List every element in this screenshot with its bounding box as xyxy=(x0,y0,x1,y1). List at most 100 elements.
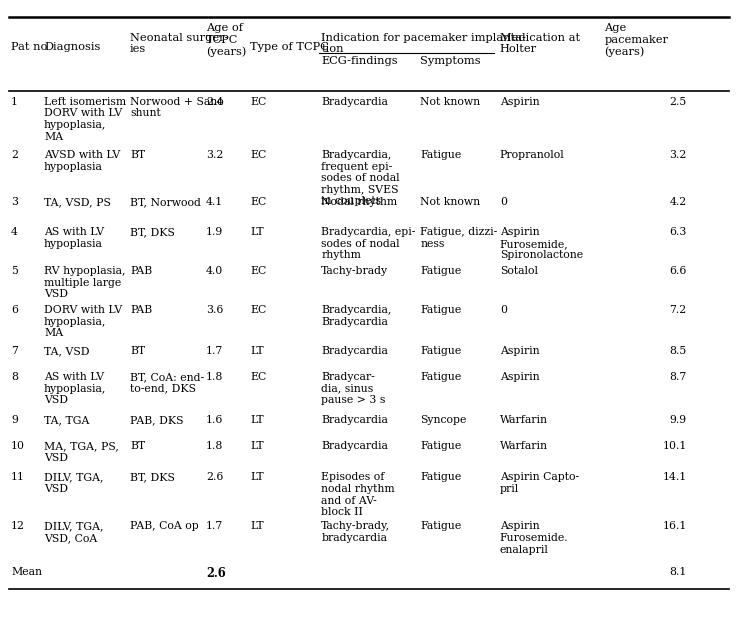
Text: BT: BT xyxy=(130,441,145,451)
Text: Bradycardia, epi-
sodes of nodal
rhythm: Bradycardia, epi- sodes of nodal rhythm xyxy=(321,227,415,260)
Text: PAB, CoA op: PAB, CoA op xyxy=(130,522,199,531)
Text: DORV with LV
hypoplasia,
MA: DORV with LV hypoplasia, MA xyxy=(44,305,123,338)
Text: 1.9: 1.9 xyxy=(206,227,223,237)
Text: 6.6: 6.6 xyxy=(669,266,686,276)
Text: Aspirin Capto-
pril: Aspirin Capto- pril xyxy=(500,472,579,494)
Text: 8.7: 8.7 xyxy=(669,372,686,382)
Text: Episodes of
nodal rhythm
and of AV-
block II: Episodes of nodal rhythm and of AV- bloc… xyxy=(321,472,395,517)
Text: EC: EC xyxy=(250,266,266,276)
Text: AVSD with LV
hypoplasia: AVSD with LV hypoplasia xyxy=(44,150,120,171)
Text: 8: 8 xyxy=(11,372,18,382)
Text: Nodal rhythm: Nodal rhythm xyxy=(321,197,397,207)
Text: LT: LT xyxy=(250,522,263,531)
Text: Norwood + Sano
shunt: Norwood + Sano shunt xyxy=(130,97,224,118)
Text: 7.2: 7.2 xyxy=(669,305,686,315)
Text: Bradycardia: Bradycardia xyxy=(321,441,388,451)
Text: AS with LV
hypoplasia,
VSD: AS with LV hypoplasia, VSD xyxy=(44,372,106,405)
Text: Not known: Not known xyxy=(421,197,480,207)
Text: 8.1: 8.1 xyxy=(669,566,686,576)
Text: Aspirin: Aspirin xyxy=(500,372,539,382)
Text: Fatigue: Fatigue xyxy=(421,150,462,160)
Text: LT: LT xyxy=(250,441,263,451)
Text: Bradycardia: Bradycardia xyxy=(321,415,388,425)
Text: 5: 5 xyxy=(11,266,18,276)
Text: 1.7: 1.7 xyxy=(206,522,223,531)
Text: Fatigue, dizzi-
ness: Fatigue, dizzi- ness xyxy=(421,227,497,249)
Text: 4.1: 4.1 xyxy=(206,197,223,207)
Text: Aspirin: Aspirin xyxy=(500,97,539,106)
Text: 10.1: 10.1 xyxy=(662,441,686,451)
Text: Aspirin
Furosemide,
Spironolactone: Aspirin Furosemide, Spironolactone xyxy=(500,227,583,260)
Text: Bradycar-
dia, sinus
pause > 3 s: Bradycar- dia, sinus pause > 3 s xyxy=(321,372,385,405)
Text: Medication at
Holter: Medication at Holter xyxy=(500,33,580,54)
Text: Tachy-brady,
bradycardia: Tachy-brady, bradycardia xyxy=(321,522,390,543)
Text: 3: 3 xyxy=(11,197,18,207)
Text: TA, VSD: TA, VSD xyxy=(44,346,89,356)
Text: 4.0: 4.0 xyxy=(206,266,223,276)
Text: Bradycardia: Bradycardia xyxy=(321,97,388,106)
Text: 9.9: 9.9 xyxy=(669,415,686,425)
Text: 2.6: 2.6 xyxy=(206,472,223,483)
Text: Indication for pacemaker implanta-
tion: Indication for pacemaker implanta- tion xyxy=(321,33,526,54)
Text: Aspirin
Furosemide.
enalapril: Aspirin Furosemide. enalapril xyxy=(500,522,568,554)
Text: LT: LT xyxy=(250,472,263,483)
Text: 0: 0 xyxy=(500,197,507,207)
Text: EC: EC xyxy=(250,197,266,207)
Text: 1.8: 1.8 xyxy=(206,441,223,451)
Text: PAB, DKS: PAB, DKS xyxy=(130,415,184,425)
Text: AS with LV
hypoplasia: AS with LV hypoplasia xyxy=(44,227,104,249)
Text: Fatigue: Fatigue xyxy=(421,346,462,356)
Text: BT: BT xyxy=(130,150,145,160)
Text: 14.1: 14.1 xyxy=(663,472,686,483)
Text: Propranolol: Propranolol xyxy=(500,150,565,160)
Text: Mean: Mean xyxy=(11,566,42,576)
Text: 10: 10 xyxy=(11,441,25,451)
Text: 1: 1 xyxy=(11,97,18,106)
Text: Neonatal surger-
ies: Neonatal surger- ies xyxy=(130,33,229,54)
Text: DILV, TGA,
VSD: DILV, TGA, VSD xyxy=(44,472,103,494)
Text: Diagnosis: Diagnosis xyxy=(44,42,100,52)
Text: TA, VSD, PS: TA, VSD, PS xyxy=(44,197,111,207)
Text: 6: 6 xyxy=(11,305,18,315)
Text: 1.7: 1.7 xyxy=(206,346,223,356)
Text: Bradycardia: Bradycardia xyxy=(321,346,388,356)
Text: Age
pacemaker
(years): Age pacemaker (years) xyxy=(604,23,669,57)
Text: TA, TGA: TA, TGA xyxy=(44,415,89,425)
Text: 1.6: 1.6 xyxy=(206,415,223,425)
Text: Fatigue: Fatigue xyxy=(421,372,462,382)
Text: Bradycardia,
frequent epi-
sodes of nodal
rhythm, SVES
in couplets: Bradycardia, frequent epi- sodes of noda… xyxy=(321,150,400,207)
Text: Fatigue: Fatigue xyxy=(421,266,462,276)
Text: 2.4: 2.4 xyxy=(206,97,223,106)
Text: Sotalol: Sotalol xyxy=(500,266,538,276)
Text: 7: 7 xyxy=(11,346,18,356)
Text: Aspirin: Aspirin xyxy=(500,346,539,356)
Text: BT, DKS: BT, DKS xyxy=(130,472,175,483)
Text: EC: EC xyxy=(250,97,266,106)
Text: Age of
TCPC
(years): Age of TCPC (years) xyxy=(206,23,246,57)
Text: BT, CoA: end-
to-end, DKS: BT, CoA: end- to-end, DKS xyxy=(130,372,204,394)
Text: Left isomerism
DORV with LV
hypoplasia,
MA: Left isomerism DORV with LV hypoplasia, … xyxy=(44,97,126,142)
Text: PAB: PAB xyxy=(130,266,152,276)
Text: Type of TCPC: Type of TCPC xyxy=(250,42,328,52)
Text: 3.6: 3.6 xyxy=(206,305,223,315)
Text: LT: LT xyxy=(250,415,263,425)
Text: 2.6: 2.6 xyxy=(206,566,226,580)
Text: BT: BT xyxy=(130,346,145,356)
Text: 9: 9 xyxy=(11,415,18,425)
Text: Fatigue: Fatigue xyxy=(421,522,462,531)
Text: BT, DKS: BT, DKS xyxy=(130,227,175,237)
Text: 3.2: 3.2 xyxy=(206,150,223,160)
Text: Bradycardia,
Bradycardia: Bradycardia, Bradycardia xyxy=(321,305,392,326)
Text: MA, TGA, PS,
VSD: MA, TGA, PS, VSD xyxy=(44,441,119,462)
Text: 2: 2 xyxy=(11,150,18,160)
Text: 6.3: 6.3 xyxy=(669,227,686,237)
Text: LT: LT xyxy=(250,346,263,356)
Text: LT: LT xyxy=(250,227,263,237)
Text: Tachy-brady: Tachy-brady xyxy=(321,266,388,276)
Text: Fatigue: Fatigue xyxy=(421,472,462,483)
Text: 11: 11 xyxy=(11,472,25,483)
Text: ECG-findings: ECG-findings xyxy=(321,56,398,66)
Text: 3.2: 3.2 xyxy=(669,150,686,160)
Text: 2.5: 2.5 xyxy=(669,97,686,106)
Text: DILV, TGA,
VSD, CoA: DILV, TGA, VSD, CoA xyxy=(44,522,103,543)
